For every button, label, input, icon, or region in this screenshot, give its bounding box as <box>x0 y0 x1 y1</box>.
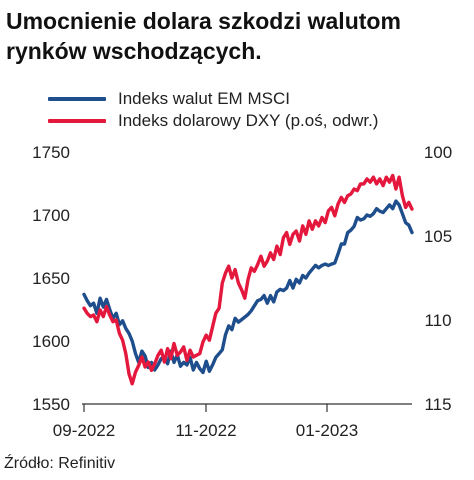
series-line-dxy <box>82 173 414 386</box>
legend-label-em: Indeks walut EM MSCI <box>118 89 290 108</box>
y-left-tick-label: 1700 <box>32 206 70 225</box>
chart-title: Umocnienie dolara szkodzi walutom rynków… <box>6 8 401 64</box>
legend-swatch-dxy <box>48 119 106 123</box>
y-left-tick-label: 1550 <box>32 395 70 414</box>
y-right-tick-label: 115 <box>424 395 451 414</box>
y-left-tick-label: 1650 <box>32 269 70 288</box>
x-tick-label: 01-2023 <box>296 421 358 440</box>
source-note: Źródło: Refinitiv <box>4 455 116 472</box>
y-right-tick-label: 100 <box>424 143 452 162</box>
x-tick-label: 09-2022 <box>53 421 115 440</box>
x-tick-label: 11-2022 <box>175 421 236 440</box>
legend-label-dxy: Indeks dolarowy DXY (p.oś, odwr.) <box>118 111 379 130</box>
legend-swatch-em <box>48 97 106 101</box>
y-right-tick-label: 110 <box>424 311 451 330</box>
legend-item-em: Indeks walut EM MSCI <box>48 88 378 110</box>
legend-item-dxy: Indeks dolarowy DXY (p.oś, odwr.) <box>48 110 378 132</box>
y-left-tick-label: 1750 <box>32 143 70 162</box>
y-left-tick-label: 1600 <box>32 332 70 351</box>
legend: Indeks walut EM MSCI Indeks dolarowy DXY… <box>48 88 378 132</box>
y-right-tick-label: 105 <box>424 227 452 246</box>
